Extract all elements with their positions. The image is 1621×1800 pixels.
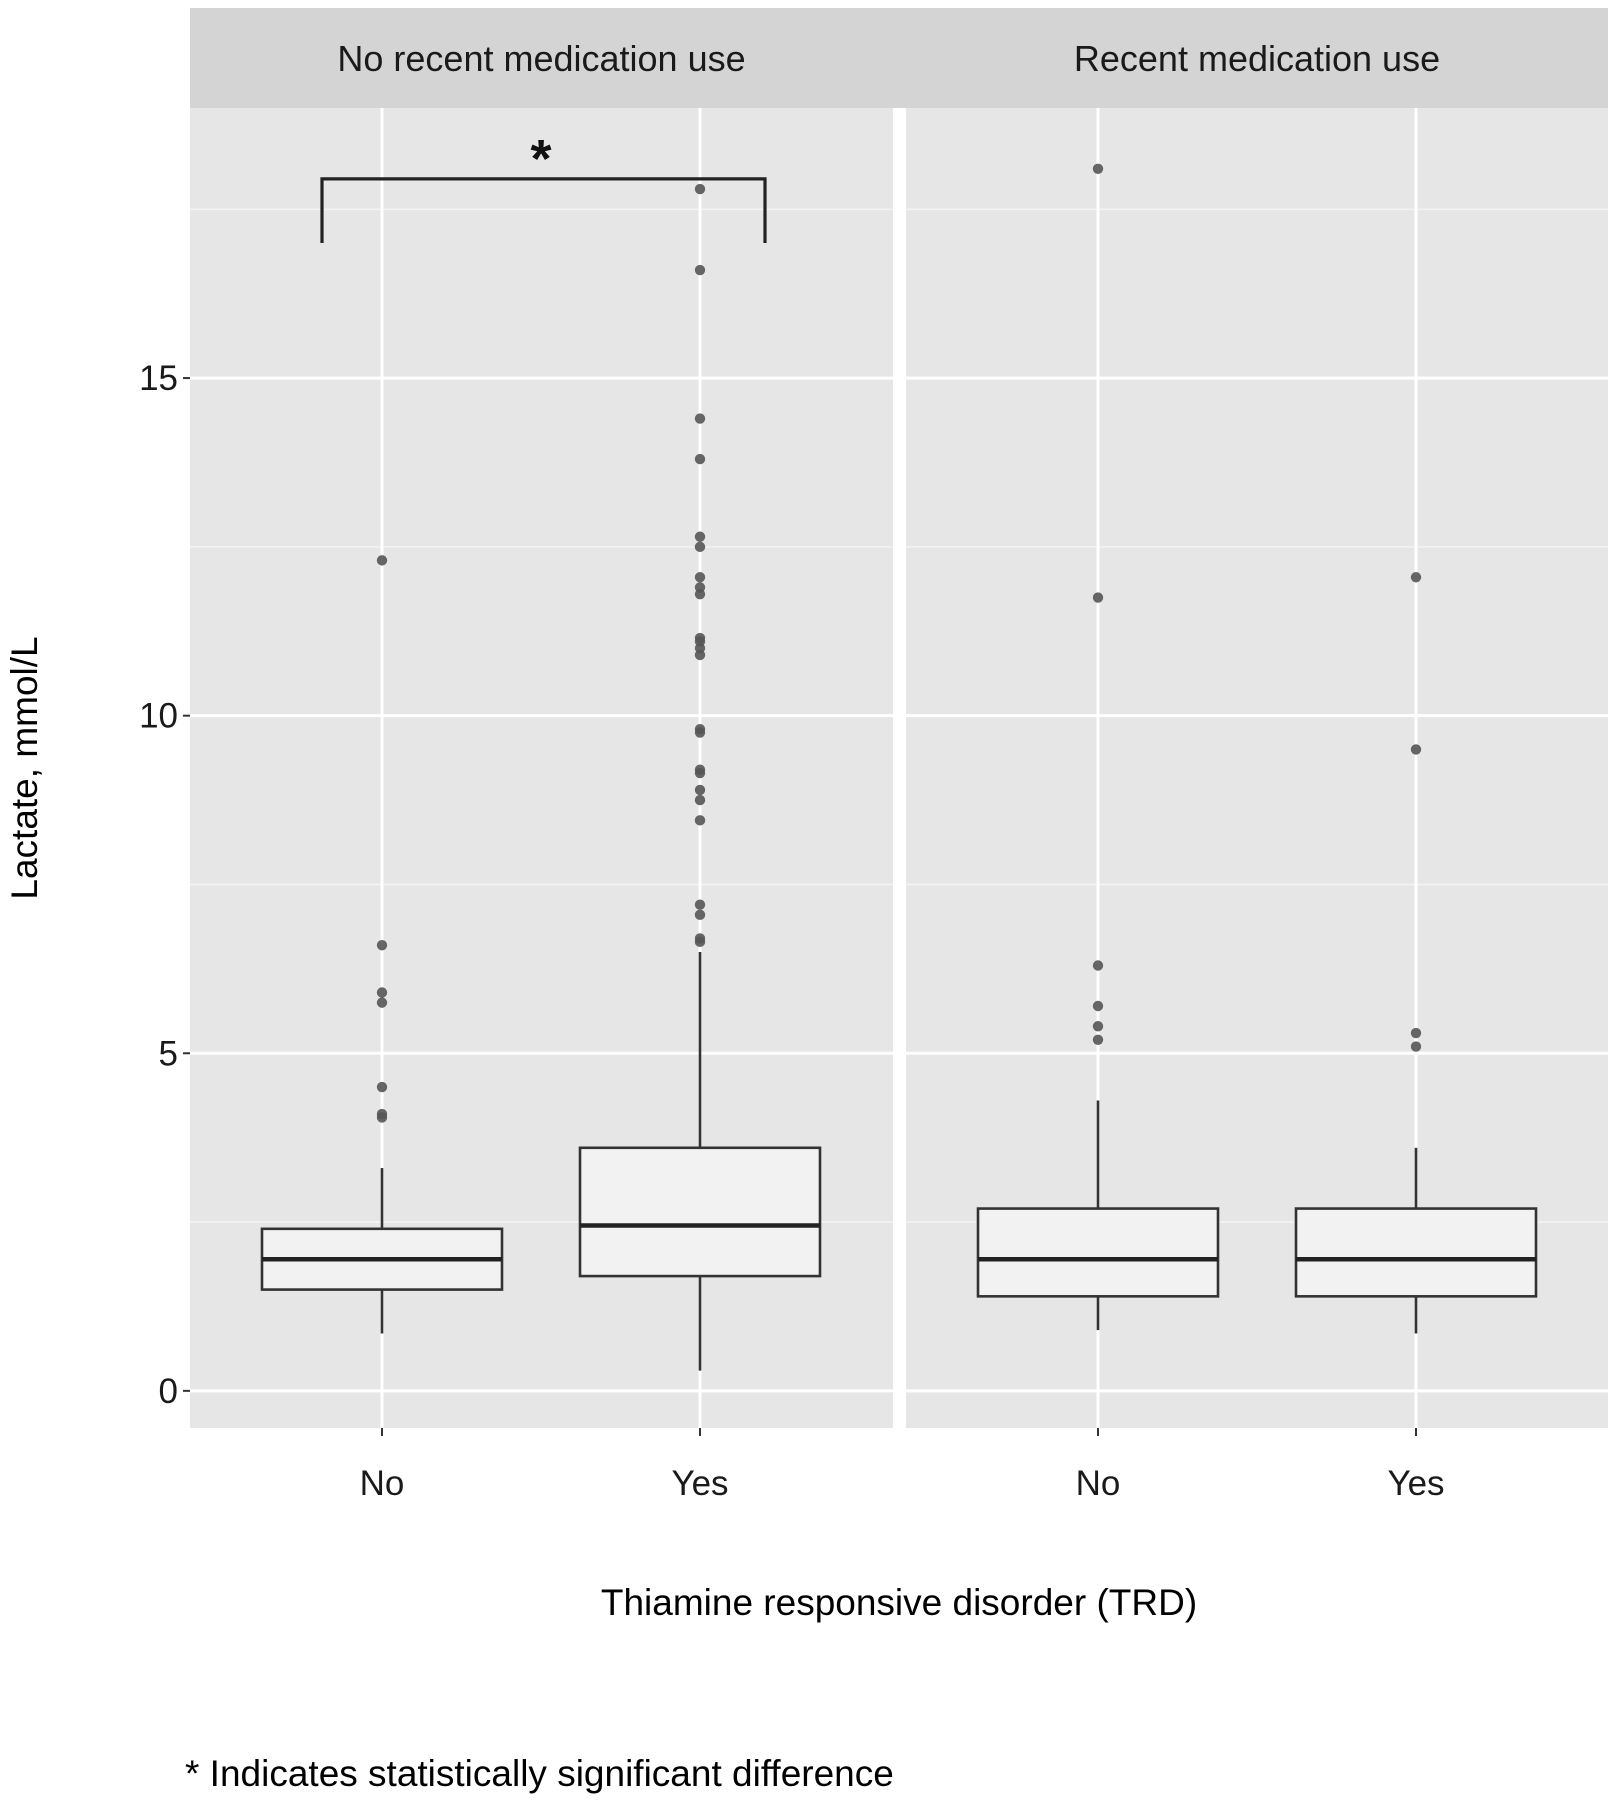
x-tick-label: Yes [1387,1464,1444,1503]
facet-label: Recent medication use [1074,38,1440,79]
x-tick-label: No [1076,1464,1121,1503]
box-iqr [1294,1207,1538,1298]
outlier-point [1092,1034,1104,1045]
x-tick-label: No [360,1464,405,1503]
y-tick-label: 0 [159,1372,178,1411]
significance-bracket [320,177,767,244]
outlier-point [694,541,706,553]
x-axis-title: Thiamine responsive disorder (TRD) [601,1582,1197,1623]
outlier-point [376,997,388,1008]
outlier-point [1092,592,1104,603]
facet-strip [906,8,1608,108]
facet-label: No recent medication use [337,38,745,79]
outlier-point [1092,1021,1104,1032]
facet-strip [190,8,906,108]
outlier-point [694,909,706,921]
box-iqr [578,1146,822,1278]
outlier-point [694,453,706,465]
outlier-point [694,413,706,424]
outlier-point [1410,1027,1422,1039]
outlier-point [376,1108,388,1120]
outlier-point [376,1081,388,1093]
outlier-point [694,264,706,276]
outlier-point [1092,163,1104,174]
outlier-point [694,794,706,806]
chart-labels: No recent medication use No Yes * Recent med… [4,38,1445,1794]
outlier-point [694,582,706,593]
outlier-point [694,933,706,944]
box-iqr [976,1207,1220,1298]
footnote: * Indicates statistically significant di… [185,1753,894,1794]
outlier-point [694,723,706,735]
outlier-point [694,531,706,542]
outlier-point [694,632,706,644]
significance-star: * [530,129,551,189]
outlier-point [1410,744,1422,755]
outlier-point [1092,960,1104,971]
box-plots [183,163,1538,1436]
outlier-point [694,764,706,775]
outlier-point [694,572,706,583]
outlier-point [1092,1000,1104,1012]
outlier-point [694,815,706,826]
outlier-point [694,183,706,195]
y-tick-label: 5 [159,1034,178,1073]
outlier-point [376,940,388,951]
x-tick-label: Yes [671,1464,728,1503]
outlier-point [1410,572,1422,583]
y-tick-label: 10 [139,697,178,736]
outlier-point [1410,1041,1422,1052]
y-tick-label: 15 [139,359,178,398]
outlier-point [694,899,706,910]
outlier-point [694,784,706,796]
outlier-point [376,987,388,998]
y-axis-title: Lactate, mmol/L [4,636,45,899]
outlier-point [376,555,388,566]
